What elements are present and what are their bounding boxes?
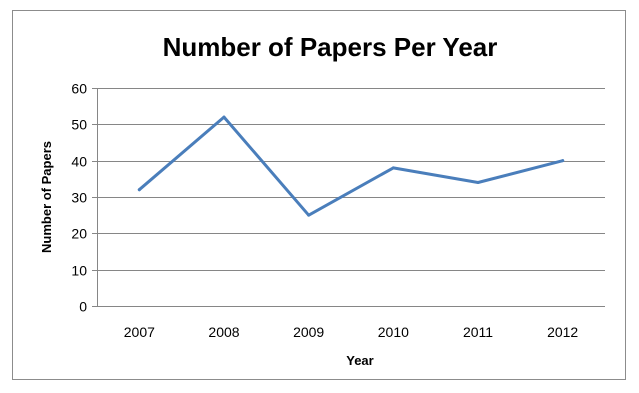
y-axis-ticks: 0 10 20 30 40 50 60	[71, 81, 97, 315]
y-tick-label: 20	[71, 226, 87, 242]
data-point-2010	[391, 166, 395, 170]
x-tick-label: 2011	[463, 324, 493, 340]
x-tick-label: 2012	[547, 324, 578, 340]
gridlines	[97, 88, 605, 307]
y-axis-title: Number of Papers	[39, 141, 54, 253]
y-tick-label: 40	[71, 154, 87, 170]
chart-frame: Number of Papers Per Year 0 10 20 30 40 50 60 …	[12, 10, 626, 380]
y-tick-label: 60	[71, 81, 87, 97]
series-layer	[137, 115, 565, 217]
x-axis-ticks: 2007 2008 2009 2010 2011 2012	[124, 324, 579, 340]
series-line	[137, 115, 565, 217]
y-tick-label: 50	[71, 117, 87, 133]
data-point-2008	[222, 115, 226, 119]
y-tick-label: 0	[79, 299, 87, 315]
data-point-2009	[307, 213, 311, 217]
x-tick-label: 2007	[124, 324, 155, 340]
chart-title: Number of Papers Per Year	[163, 32, 498, 62]
x-tick-label: 2009	[293, 324, 324, 340]
line-chart: Number of Papers Per Year 0102030405060 …	[39, 32, 605, 368]
x-tick-label: 2010	[378, 324, 409, 340]
data-point-2007	[137, 188, 141, 192]
data-point-2012	[561, 159, 565, 163]
data-point-2011	[476, 180, 480, 184]
y-tick-label: 30	[71, 190, 87, 206]
y-tick-label: 10	[71, 263, 87, 279]
x-axis-title: Year	[346, 353, 373, 368]
x-tick-label: 2008	[208, 324, 239, 340]
